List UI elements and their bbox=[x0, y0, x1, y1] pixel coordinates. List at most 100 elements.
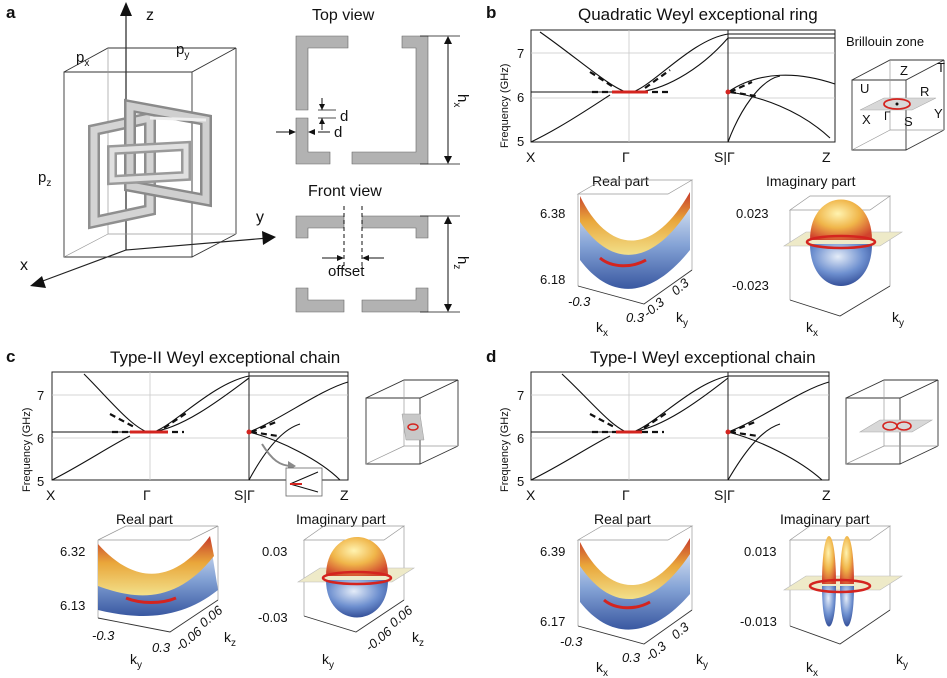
real-k1-b: kx bbox=[596, 319, 608, 339]
ylabel-b: Frequency (GHz) bbox=[499, 64, 511, 148]
bz-title: Brillouin zone bbox=[846, 34, 924, 49]
bz-point-T: T bbox=[937, 60, 945, 75]
ytick-5-b: 5 bbox=[517, 134, 524, 149]
ylabel-d: Frequency (GHz) bbox=[499, 408, 511, 492]
bz-point-S: S bbox=[904, 114, 913, 129]
xtick-Z-b: Z bbox=[822, 149, 831, 165]
bz-point-X: X bbox=[862, 112, 871, 127]
real-title-c: Real part bbox=[116, 511, 173, 527]
top-view-diagram: Top view d d hx bbox=[276, 7, 471, 165]
x-axis-label: x bbox=[20, 257, 28, 274]
real-k2-c: kz bbox=[224, 629, 236, 649]
panel-b-title: Quadratic Weyl exceptional ring bbox=[578, 5, 818, 24]
real-zbot-d: 6.17 bbox=[540, 614, 565, 629]
hx-label: hx bbox=[451, 94, 471, 107]
xtick-Gamma-c: Γ bbox=[143, 487, 151, 503]
front-view-title: Front view bbox=[308, 183, 382, 200]
band-plot-b: Frequency (GHz) 7 6 5 X Γ S|Γ Z bbox=[499, 29, 836, 165]
py-label: py bbox=[176, 41, 189, 61]
real-ztop-d: 6.39 bbox=[540, 544, 565, 559]
ytick-7-c: 7 bbox=[37, 388, 44, 403]
d-gap-label: d bbox=[340, 108, 348, 125]
bz-box-d bbox=[845, 379, 939, 465]
imag-part-plot-d: Imaginary part 0.013 -0.013 kx ky bbox=[740, 511, 908, 678]
xtick-Gamma-b: Γ bbox=[622, 149, 630, 165]
ytick-7-d: 7 bbox=[517, 388, 524, 403]
real-ax2-min-c: -0.06 bbox=[172, 623, 205, 654]
resonator-structure bbox=[88, 98, 212, 230]
imag-title-d: Imaginary part bbox=[780, 511, 870, 527]
real-k1-c: ky bbox=[130, 651, 142, 671]
imag-zbot-c: -0.03 bbox=[258, 610, 288, 625]
panel-c-title: Type-II Weyl exceptional chain bbox=[110, 348, 340, 367]
xtick-X-c: X bbox=[46, 487, 56, 503]
offset-label: offset bbox=[328, 263, 365, 280]
panel-b: b Quadratic Weyl exceptional ring Freque… bbox=[486, 3, 945, 339]
real-part-plot-c: Real part 6.32 6.13 -0.3 0.3 -0.06 0.06 … bbox=[60, 511, 236, 671]
x-axis bbox=[39, 249, 127, 283]
imag-ztop-b: 0.023 bbox=[736, 206, 769, 221]
bz-point-Z: Z bbox=[900, 63, 908, 78]
ytick-6-c: 6 bbox=[37, 431, 44, 446]
xtick-S-Gamma-c: S|Γ bbox=[234, 487, 255, 503]
real-ax1-max-c: 0.3 bbox=[152, 640, 171, 655]
imag-k2-b: ky bbox=[892, 309, 904, 329]
xtick-Z-c: Z bbox=[340, 487, 349, 503]
imag-part-plot-b: Imaginary part 0.023 -0.023 kx ky bbox=[732, 173, 904, 339]
band-plot-c: Frequency (GHz) 7 6 5 X Γ S|Γ Z bbox=[21, 371, 349, 503]
imag-k2-c: kz bbox=[412, 629, 424, 649]
z-axis-arrow-icon bbox=[120, 2, 132, 16]
y-axis-arrow-icon bbox=[262, 231, 276, 245]
real-ztop-b: 6.38 bbox=[540, 206, 565, 221]
panel-c: c Type-II Weyl exceptional chain Frequen… bbox=[6, 347, 459, 671]
imag-k1-c: ky bbox=[322, 651, 334, 671]
real-k2-b: ky bbox=[676, 309, 688, 329]
imag-k2-d: ky bbox=[896, 651, 908, 671]
imag-ztop-c: 0.03 bbox=[262, 544, 287, 559]
brillouin-zone-b: Brillouin zone Z T U R X Γ S Y bbox=[846, 34, 945, 151]
px-label: px bbox=[76, 49, 89, 69]
xtick-S-Gamma-b: S|Γ bbox=[714, 149, 735, 165]
real-ax2-max-b: 0.3 bbox=[668, 275, 692, 299]
imag-title-c: Imaginary part bbox=[296, 511, 386, 527]
xtick-S-Gamma-d: S|Γ bbox=[714, 487, 735, 503]
y-axis bbox=[125, 237, 269, 251]
bz-box-c bbox=[365, 379, 459, 465]
imag-zbot-d: -0.013 bbox=[740, 614, 777, 629]
xtick-Gamma-d: Γ bbox=[622, 487, 630, 503]
bz-point-Gamma: Γ bbox=[884, 109, 891, 123]
real-k2-d: ky bbox=[696, 651, 708, 671]
panel-label-a: a bbox=[6, 3, 16, 22]
real-k1-d: kx bbox=[596, 659, 608, 678]
x-axis-arrow-icon bbox=[30, 276, 46, 288]
real-part-plot-d: Real part 6.39 6.17 -0.3 0.3 -0.3 0.3 kx… bbox=[540, 511, 708, 678]
real-title-d: Real part bbox=[594, 511, 651, 527]
ytick-6-d: 6 bbox=[517, 431, 524, 446]
bz-point-Y: Y bbox=[934, 106, 943, 121]
z-axis-label: z bbox=[146, 7, 154, 24]
panel-label-d: d bbox=[486, 347, 496, 366]
front-view-diagram: Front view offset hz bbox=[295, 183, 471, 313]
panel-a: a z x y px py pz bbox=[6, 2, 276, 288]
unit-cell-box bbox=[63, 47, 237, 258]
xtick-Z-d: Z bbox=[822, 487, 831, 503]
real-ax2-max-d: 0.3 bbox=[668, 619, 692, 643]
real-title-b: Real part bbox=[592, 173, 649, 189]
ytick-6-b: 6 bbox=[517, 90, 524, 105]
bz-point-R: R bbox=[920, 84, 929, 99]
real-ax1-min-b: -0.3 bbox=[568, 294, 591, 309]
ytick-5-c: 5 bbox=[37, 474, 44, 489]
panel-label-b: b bbox=[486, 3, 496, 22]
hz-label: hz bbox=[451, 256, 471, 269]
imag-part-plot-c: Imaginary part 0.03 -0.03 -0.06 0.06 ky … bbox=[258, 511, 424, 671]
ylabel-c: Frequency (GHz) bbox=[21, 408, 33, 492]
xtick-X-d: X bbox=[526, 487, 536, 503]
real-ax1-max-d: 0.3 bbox=[622, 650, 641, 665]
pz-label: pz bbox=[38, 169, 51, 189]
real-ztop-c: 6.32 bbox=[60, 544, 85, 559]
real-ax1-max-b: 0.3 bbox=[626, 310, 645, 325]
real-ax2-min-b: -0.3 bbox=[640, 294, 667, 320]
top-view-title: Top view bbox=[312, 7, 375, 24]
imag-ztop-d: 0.013 bbox=[744, 544, 777, 559]
